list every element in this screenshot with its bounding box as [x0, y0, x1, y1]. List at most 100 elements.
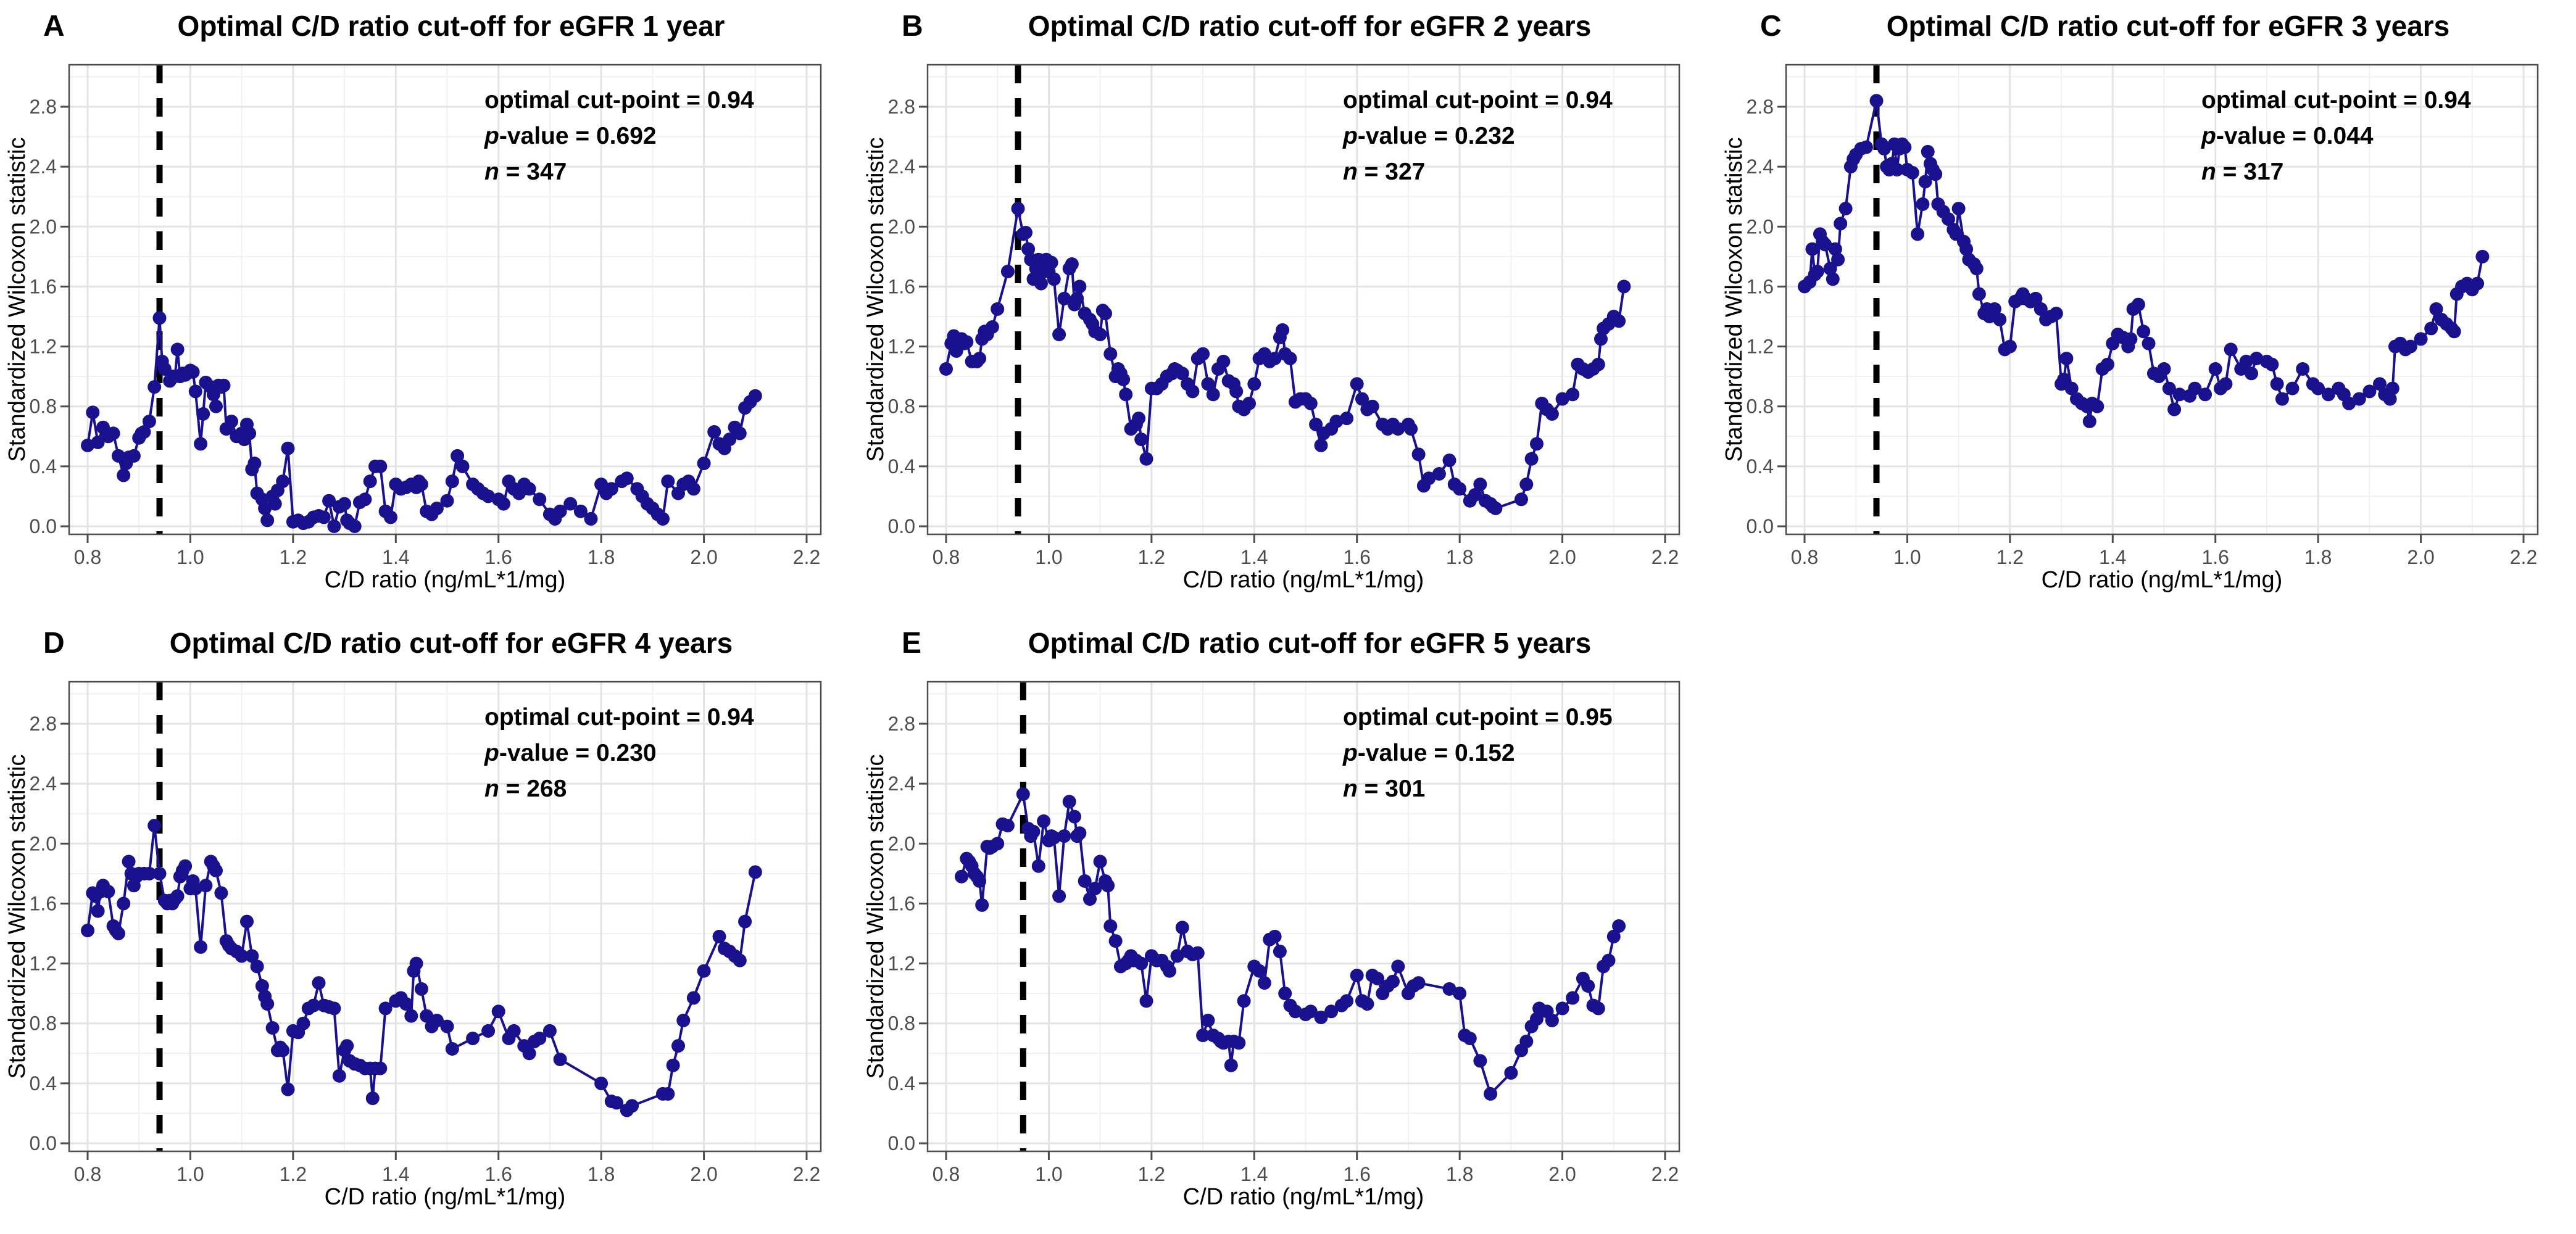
- data-point: [1530, 437, 1544, 451]
- data-point: [1911, 227, 1925, 241]
- annotation-cutpoint: optimal cut-point = 0.94: [2201, 87, 2471, 114]
- data-point: [1869, 94, 1884, 108]
- panel-svg: 0.8 1.0 1.2 1.4 1.6 1.8 2.0 2.2 0.0 0.4 0.8 1.2 1.6 2…: [0, 617, 858, 1234]
- data-point: [2049, 307, 2063, 321]
- y-tick-label: 2.8: [888, 96, 915, 118]
- data-point: [1951, 202, 1966, 216]
- data-point: [117, 468, 131, 482]
- data-point: [2124, 332, 2138, 346]
- panel-svg: 0.8 1.0 1.2 1.4 1.6 1.8 2.0 2.2 0.0 0.4 0.8 1.2 1.6 2…: [1717, 0, 2575, 617]
- data-point: [491, 1004, 505, 1019]
- data-point: [533, 492, 547, 507]
- data-point: [117, 897, 131, 911]
- data-point: [573, 504, 588, 518]
- data-point: [1929, 167, 1943, 181]
- data-point: [2352, 392, 2366, 406]
- y-tick-label: 2.4: [30, 155, 57, 178]
- data-point: [2034, 302, 2048, 316]
- x-tick-label: 1.4: [382, 1163, 409, 1185]
- data-point: [1047, 830, 1061, 845]
- data-point: [1826, 272, 1840, 286]
- data-point: [1555, 392, 1569, 406]
- annotation-n: n = 347: [484, 159, 567, 185]
- data-point: [2172, 387, 2187, 402]
- data-point: [1489, 501, 1503, 515]
- data-point: [1070, 291, 1084, 305]
- x-tick-label: 1.2: [1996, 546, 2024, 568]
- data-point: [1524, 452, 1539, 466]
- panel-b-egfr-2-years: 0.8 1.0 1.2 1.4 1.6 1.8 2.0 2.2 0.0 0.4 0.8 1.2 1.6 2…: [858, 0, 1717, 617]
- data-point: [610, 1096, 624, 1110]
- x-tick-label: 1.0: [177, 546, 204, 568]
- y-tick-label: 1.2: [30, 953, 57, 975]
- data-point: [1839, 202, 1853, 216]
- x-tick-label: 0.8: [1791, 546, 1818, 568]
- data-point: [2090, 399, 2104, 413]
- panel-letter: D: [43, 627, 65, 660]
- data-point: [281, 1082, 295, 1096]
- data-point: [1216, 354, 1231, 368]
- y-tick-label: 2.4: [1747, 155, 1774, 178]
- data-point: [2250, 352, 2264, 365]
- data-point: [2219, 377, 2233, 391]
- x-tick-label: 1.2: [280, 546, 307, 568]
- y-tick-label: 1.2: [30, 336, 57, 358]
- data-point: [1371, 971, 1384, 985]
- data-point: [1823, 262, 1837, 276]
- data-point: [1116, 373, 1131, 386]
- y-axis-title: Standardized Wilcoxon statistic: [863, 138, 889, 462]
- data-point: [209, 864, 223, 877]
- data-point: [1918, 175, 1932, 189]
- data-point: [265, 1021, 280, 1035]
- data-point: [384, 510, 397, 524]
- data-point: [1545, 1013, 1559, 1027]
- data-point: [170, 889, 185, 903]
- data-point: [1278, 987, 1292, 1001]
- plot-border: [926, 681, 1681, 1153]
- data-point: [327, 520, 341, 533]
- y-tick-label: 0.8: [30, 1012, 57, 1035]
- data-point: [170, 342, 185, 357]
- annotation-pvalue: p-value = 0.044: [2201, 123, 2374, 149]
- data-point: [1119, 387, 1133, 402]
- data-point: [1942, 212, 1955, 226]
- data-point: [209, 399, 223, 413]
- data-point: [142, 866, 156, 880]
- data-point: [2245, 366, 2258, 381]
- x-tick-label: 1.4: [1240, 546, 1268, 568]
- y-tick-label: 1.6: [30, 892, 57, 914]
- data-point: [188, 384, 202, 399]
- data-point: [81, 438, 94, 452]
- data-point: [1247, 377, 1261, 391]
- panel-d-egfr-4-years: 0.8 1.0 1.2 1.4 1.6 1.8 2.0 2.2 0.0 0.4 0.8 1.2 1.6 2…: [0, 617, 858, 1234]
- data-point: [661, 1087, 675, 1101]
- data-point: [1810, 265, 1824, 279]
- panel-letter: B: [902, 10, 923, 43]
- data-point: [1442, 982, 1456, 996]
- y-tick-label: 1.2: [888, 953, 915, 975]
- data-point: [1252, 964, 1266, 978]
- data-point: [420, 1009, 434, 1023]
- data-point: [2403, 339, 2417, 354]
- data-point: [1083, 892, 1097, 906]
- x-tick-label: 2.2: [793, 1163, 820, 1185]
- plot-area: [69, 65, 821, 534]
- annotation-n: n = 268: [484, 776, 567, 802]
- data-point: [1073, 826, 1087, 840]
- y-tick-label: 0.4: [1747, 455, 1774, 478]
- data-point: [440, 494, 454, 508]
- data-point: [445, 1042, 459, 1056]
- annotation-pvalue: p-value = 0.692: [484, 123, 657, 149]
- data-point: [656, 511, 670, 526]
- data-point: [1484, 1087, 1498, 1101]
- annotation-n: n = 301: [1343, 776, 1425, 802]
- x-tick-label: 1.2: [1138, 1163, 1165, 1185]
- data-point: [1519, 478, 1534, 491]
- y-axis-title: Standardized Wilcoxon statistic: [4, 138, 30, 462]
- y-tick-label: 0.8: [30, 395, 57, 418]
- y-tick-label: 0.0: [1747, 515, 1774, 537]
- data-point: [2208, 362, 2222, 376]
- data-point: [1052, 889, 1066, 903]
- data-point: [1519, 1034, 1534, 1048]
